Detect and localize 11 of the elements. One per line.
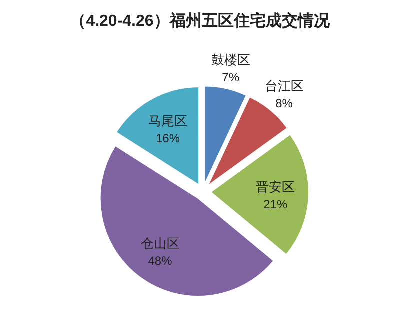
data-label: 48% [148, 254, 173, 268]
slice-label: 马尾区 [148, 113, 188, 128]
slice-label: 台江区 [264, 78, 304, 94]
slice-label: 晋安区 [256, 179, 296, 194]
slice-label: 仓山区 [140, 236, 180, 251]
slice-label: 鼓楼区 [211, 52, 250, 68]
data-label: 21% [264, 197, 288, 212]
chart-title: （4.20-4.26）福州五区住宅成交情况 [70, 11, 331, 30]
data-label: 8% [276, 96, 294, 111]
data-label: 16% [156, 131, 180, 146]
data-label: 7% [222, 70, 240, 85]
